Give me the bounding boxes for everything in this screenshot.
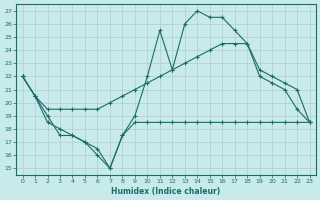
X-axis label: Humidex (Indice chaleur): Humidex (Indice chaleur) xyxy=(111,187,221,196)
